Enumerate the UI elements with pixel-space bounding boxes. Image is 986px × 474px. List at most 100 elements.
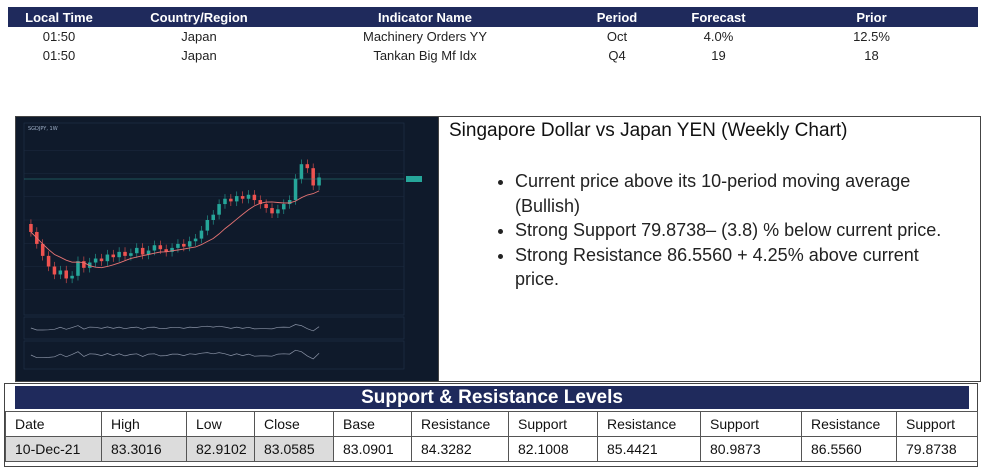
- candle: [99, 258, 104, 262]
- candle: [52, 266, 57, 275]
- sr-base: 83.0901: [333, 436, 412, 462]
- sr-header-resistance-3: Resistance: [801, 411, 897, 437]
- candle: [70, 275, 74, 279]
- candle: [299, 164, 304, 179]
- sr-header-support-3: Support: [896, 411, 978, 437]
- candle: [293, 178, 298, 201]
- candle: [64, 270, 68, 279]
- candle: [164, 249, 168, 252]
- candle: [211, 214, 215, 220]
- sr-low: 82.9102: [186, 436, 255, 462]
- chart-title: Singapore Dollar vs Japan YEN (Weekly Ch…: [449, 120, 848, 141]
- candle: [76, 261, 80, 276]
- header-local-time: Local Time: [8, 7, 110, 27]
- candle: [87, 262, 92, 268]
- sr-support-1: 82.1008: [508, 436, 598, 462]
- economic-calendar-table: Local Time Country/Region Indicator Name…: [8, 7, 978, 65]
- candle: [111, 254, 116, 258]
- candle: [270, 208, 274, 214]
- candle: [129, 253, 133, 256]
- candle: [117, 251, 121, 258]
- candle: [246, 194, 251, 199]
- sr-header-base: Base: [333, 411, 412, 437]
- candle: [40, 243, 45, 256]
- candle: [252, 194, 257, 201]
- candle: [205, 220, 210, 231]
- candle: [264, 204, 268, 209]
- sr-support-3: 79.8738: [896, 436, 978, 462]
- candle: [182, 243, 186, 247]
- sgdjpy-weekly-chart: SGDJPY, 1W: [15, 116, 439, 382]
- sr-header-support-1: Support: [508, 411, 598, 437]
- sr-close: 83.0585: [254, 436, 334, 462]
- moving-average-line: [30, 190, 320, 269]
- cell-forecast: 19: [711, 48, 726, 63]
- calendar-row: 01:50 Japan Tankan Big Mf Idx Q4 19 18: [8, 46, 978, 65]
- sr-table: Date High Low Close Base Resistance Supp…: [5, 411, 978, 462]
- sr-resistance-1: 84.3282: [411, 436, 509, 462]
- candle: [311, 168, 315, 186]
- sr-header-low: Low: [186, 411, 255, 437]
- commentary-bullet: Current price above its 10-period moving…: [515, 169, 955, 218]
- header-forecast: Forecast: [672, 7, 765, 27]
- roc-line-1: [30, 324, 320, 332]
- sr-resistance-3: 86.5560: [801, 436, 897, 462]
- sr-header-date: Date: [5, 411, 102, 437]
- cell-country: Japan: [181, 29, 217, 44]
- candle: [223, 198, 227, 205]
- candle: [217, 204, 221, 215]
- last-price-tag: [406, 176, 422, 182]
- candle: [187, 241, 192, 247]
- cell-country: Japan: [181, 48, 217, 63]
- chart-grid: [24, 150, 404, 290]
- commentary-bullet: Strong Resistance 86.5560 + 4.25% above …: [515, 243, 955, 292]
- sr-support-2: 80.9873: [700, 436, 802, 462]
- header-indicator: Indicator Name: [288, 7, 562, 27]
- header-country: Country/Region: [110, 7, 288, 27]
- candle: [123, 251, 127, 256]
- cell-time: 01:50: [42, 48, 76, 63]
- candle: [240, 196, 245, 199]
- candle: [229, 198, 233, 202]
- candle: [46, 255, 51, 267]
- candle: [199, 230, 204, 239]
- candle: [258, 200, 263, 205]
- sr-date: 10-Dec-21: [5, 436, 102, 462]
- candle: [317, 177, 321, 186]
- candle: [276, 209, 280, 214]
- candle: [282, 204, 286, 210]
- cell-time: 01:50: [42, 29, 76, 44]
- roc-line-2: [30, 349, 320, 360]
- sr-resistance-2: 85.4421: [597, 436, 701, 462]
- roc-pane-2: [23, 340, 405, 370]
- candle: [170, 247, 174, 252]
- candle: [29, 223, 33, 232]
- candle: [140, 247, 145, 255]
- candle: [146, 250, 151, 255]
- candle: [305, 164, 310, 169]
- sr-values-row: 10-Dec-21 83.3016 82.9102 83.0585 83.090…: [5, 436, 978, 462]
- sr-header-close: Close: [254, 411, 334, 437]
- candle: [82, 261, 86, 268]
- candle: [193, 238, 198, 242]
- support-resistance-section: Support & Resistance Levels Date High Lo…: [4, 383, 978, 467]
- chart-symbol-label: SGDJPY, 1W: [28, 126, 58, 132]
- sr-header-resistance-2: Resistance: [597, 411, 701, 437]
- candle: [58, 270, 63, 275]
- sr-header-support-2: Support: [700, 411, 802, 437]
- header-prior: Prior: [765, 7, 978, 27]
- sr-header-row: Date High Low Close Base Resistance Supp…: [5, 411, 978, 437]
- candle: [176, 243, 180, 248]
- commentary-list: Current price above its 10-period moving…: [463, 169, 955, 292]
- candle: [234, 196, 239, 202]
- candle: [287, 200, 292, 205]
- candle: [135, 247, 139, 254]
- roc-pane-1: [23, 316, 405, 340]
- cell-prior: 12.5%: [853, 29, 890, 44]
- candles: [29, 159, 321, 284]
- candle: [105, 254, 110, 262]
- cell-prior: 18: [864, 48, 879, 63]
- cell-period: Q4: [608, 48, 626, 63]
- calendar-header-row: Local Time Country/Region Indicator Name…: [8, 7, 978, 27]
- cell-indicator: Tankan Big Mf Idx: [373, 48, 477, 63]
